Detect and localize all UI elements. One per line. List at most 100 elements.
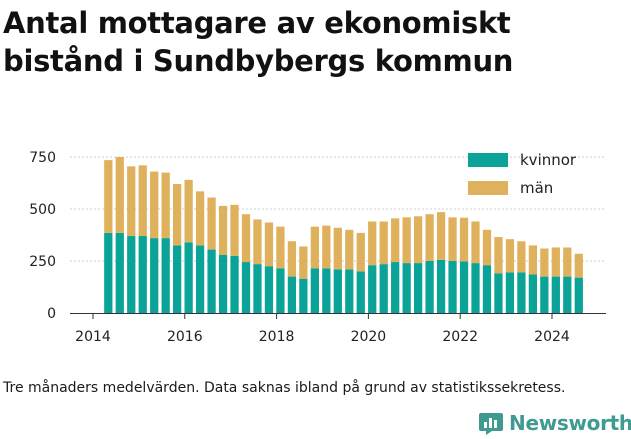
bar-kvinnor [127, 236, 136, 313]
bar-man [368, 221, 377, 266]
bar-man [276, 226, 285, 269]
bar-kvinnor [299, 278, 308, 313]
bar-man [551, 247, 560, 277]
bar-kvinnor [161, 238, 170, 313]
bar-kvinnor [459, 261, 469, 313]
legend-swatch [468, 153, 508, 167]
x-tick-label: 2016 [167, 329, 203, 345]
bar-man [391, 218, 400, 263]
bar-kvinnor [333, 269, 342, 313]
x-tick-label: 2024 [534, 329, 570, 345]
newsworthy-logo: Newsworthy [478, 408, 631, 438]
bar-man [517, 241, 526, 273]
bar-man [494, 237, 503, 274]
legend-swatch [468, 181, 508, 195]
axes: 0 250 500 750 2014 2016 2018 2020 2022 2024 [29, 150, 606, 345]
bar-kvinnor [448, 261, 457, 313]
bar-kvinnor [540, 276, 549, 313]
bar-kvinnor [276, 268, 285, 313]
bar-kvinnor [413, 263, 423, 313]
bar-man [299, 246, 308, 279]
bar-man [287, 241, 297, 277]
bars [104, 157, 583, 313]
bar-kvinnor [551, 276, 560, 313]
bar-man [379, 221, 388, 265]
y-tick-label: 750 [29, 150, 56, 166]
bar-man [207, 197, 216, 250]
bar-man [528, 245, 538, 275]
bar-kvinnor [505, 272, 515, 313]
bar-man [471, 221, 480, 264]
bar-kvinnor [425, 261, 434, 313]
bar-man [195, 191, 205, 246]
bar-kvinnor [184, 242, 193, 313]
bar-kvinnor [264, 266, 274, 313]
bar-man [322, 225, 331, 269]
bar-man [264, 222, 274, 267]
bar-kvinnor [379, 264, 388, 313]
bar-kvinnor [195, 245, 205, 313]
bar-man [253, 219, 262, 265]
y-tick-label: 250 [29, 254, 56, 270]
y-tick-label: 0 [47, 306, 56, 322]
bar-kvinnor [230, 255, 239, 313]
bar-kvinnor [436, 259, 446, 313]
x-tick-label: 2018 [259, 329, 295, 345]
bar-kvinnor [310, 268, 319, 313]
bar-man [230, 204, 239, 256]
bar-kvinnor [218, 254, 228, 313]
newsworthy-logo-icon [479, 413, 503, 435]
bar-kvinnor [356, 271, 365, 313]
bar-kvinnor [528, 274, 538, 313]
bar-man [540, 248, 549, 277]
logo-text: Newsworthy [509, 411, 631, 435]
bar-man [345, 229, 354, 270]
bar-kvinnor [150, 238, 159, 313]
bar-kvinnor [494, 273, 503, 313]
chart-caption: Tre månaders medelvärden. Data saknas ib… [3, 380, 566, 396]
bar-kvinnor [138, 236, 147, 313]
legend-label: kvinnor [520, 151, 577, 169]
bar-man [413, 216, 423, 264]
bar-kvinnor [402, 263, 411, 313]
bar-kvinnor [207, 249, 216, 313]
bar-man [138, 165, 147, 237]
x-tick-label: 2014 [75, 329, 111, 345]
bar-man [425, 214, 434, 261]
bar-man [356, 232, 365, 272]
bar-man [150, 171, 159, 239]
y-tick-label: 500 [29, 202, 56, 218]
bar-man [563, 247, 572, 277]
bar-kvinnor [391, 262, 400, 313]
bar-man [448, 217, 457, 261]
x-tick-label: 2020 [351, 329, 387, 345]
bar-man [173, 184, 182, 246]
bar-kvinnor [563, 276, 572, 313]
bar-man [104, 160, 113, 233]
bar-man [127, 166, 136, 237]
bar-kvinnor [287, 276, 297, 313]
bar-kvinnor [104, 232, 113, 313]
x-tick-label: 2022 [442, 329, 478, 345]
bar-kvinnor [241, 262, 251, 313]
bar-man [333, 227, 342, 270]
bar-man [184, 179, 193, 243]
bar-kvinnor [368, 265, 377, 313]
bar-man [241, 214, 251, 263]
bar-kvinnor [517, 272, 526, 313]
bar-man [436, 212, 446, 260]
chart-title: Antal mottagare av ekonomiskt bistånd i … [3, 6, 514, 78]
bar-kvinnor [574, 277, 583, 313]
bar-man [115, 157, 124, 233]
legend: kvinnor män [468, 151, 577, 197]
bar-man [310, 226, 319, 269]
bar-man [218, 205, 228, 255]
bar-man [482, 229, 492, 266]
bar-kvinnor [253, 264, 262, 313]
bar-kvinnor [471, 263, 480, 313]
bar-man [161, 172, 170, 239]
bar-man [402, 217, 411, 264]
bar-kvinnor [173, 245, 182, 313]
bar-kvinnor [345, 269, 354, 313]
